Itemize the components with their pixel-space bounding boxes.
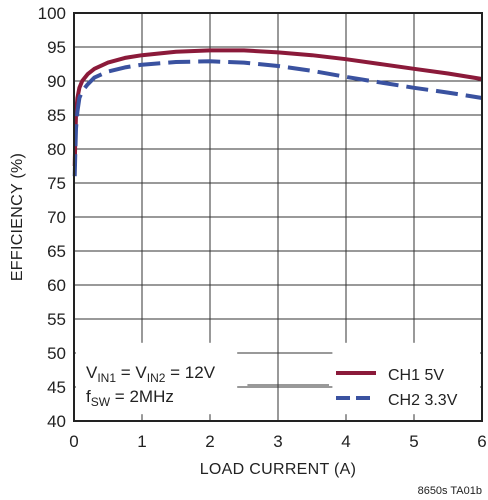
- legend-background: [332, 342, 480, 415]
- figure-id: 8650s TA01b: [418, 485, 482, 497]
- x-tick-label: 1: [137, 432, 146, 451]
- plot-frame: [73, 12, 483, 422]
- y-tick-label: 70: [47, 208, 66, 227]
- y-tick-label: 55: [47, 310, 66, 329]
- y-axis-title: EFFICIENCY (%): [9, 153, 26, 281]
- y-tick-label: 40: [47, 412, 66, 431]
- legend-label-ch1: CH1 5V: [388, 367, 444, 384]
- y-tick-label: 60: [47, 276, 66, 295]
- series-line-ch1: [72, 48, 483, 167]
- y-tick-label: 75: [47, 174, 66, 193]
- y-tick-label: 65: [47, 242, 66, 261]
- y-tick-label: 90: [47, 72, 66, 91]
- legend-label-ch2: CH2 3.3V: [388, 392, 458, 409]
- x-tick-label: 5: [409, 432, 418, 451]
- y-tick-label: 80: [47, 140, 66, 159]
- series-line-ch2: [72, 59, 483, 177]
- fsw-annotation: fSW = 2MHz: [86, 387, 174, 409]
- y-tick-label: 95: [47, 38, 66, 57]
- series-lines: [72, 48, 483, 177]
- y-tick-label: 45: [47, 378, 66, 397]
- y-tick-label: 50: [47, 344, 66, 363]
- y-tick-label: 85: [47, 106, 66, 125]
- x-tick-label: 3: [273, 432, 282, 451]
- x-tick-label: 4: [341, 432, 350, 451]
- x-tick-label: 2: [205, 432, 214, 451]
- grid: [74, 13, 482, 421]
- annotation-background: [76, 342, 238, 415]
- y-tick-label: 100: [38, 4, 66, 23]
- x-tick-label: 6: [477, 432, 486, 451]
- x-axis-title: LOAD CURRENT (A): [200, 461, 357, 478]
- x-tick-label: 0: [69, 432, 78, 451]
- vin-annotation: VIN1 = VIN2 = 12V: [86, 363, 216, 385]
